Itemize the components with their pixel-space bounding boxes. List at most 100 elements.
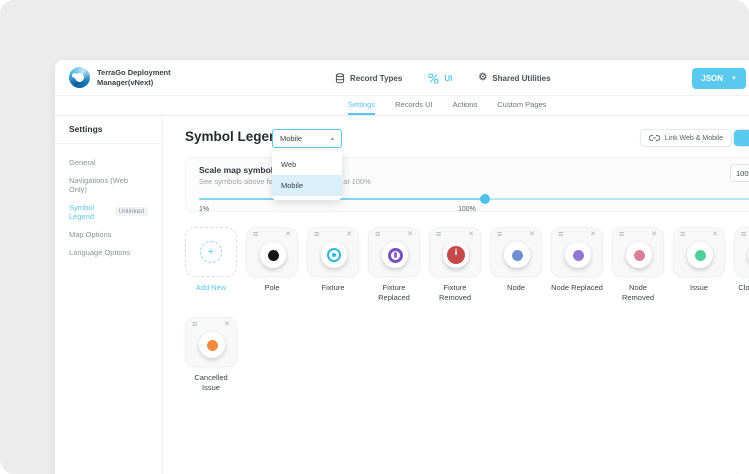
symbol-card[interactable]: ≡ ✕: [612, 227, 664, 277]
symbol-label: Closed Issue: [738, 283, 749, 292]
chevron-up-icon: ▴: [330, 136, 334, 142]
symbol-label: Node: [507, 283, 525, 292]
close-icon[interactable]: ✕: [224, 321, 230, 328]
menu-option-web[interactable]: Web: [281, 160, 297, 169]
unlinked-badge: Unlinked: [114, 207, 148, 216]
symbol-card[interactable]: ≡ ✕: [185, 317, 237, 367]
scale-title: Scale map symbol size: [199, 165, 292, 175]
symbol-card-closed-issue: ≡ ✕ Closed Issue: [734, 227, 749, 303]
fixture-symbol: [321, 242, 347, 268]
symbol-card-node: ≡ ✕ Node: [490, 227, 542, 303]
symbol-card-pole: ≡ ✕ Pole: [246, 227, 298, 303]
tab-actions[interactable]: Actions: [452, 100, 478, 109]
partial-edge-button[interactable]: [733, 129, 749, 147]
symbol-card-node-removed: ≡ ✕ Node Removed: [612, 227, 664, 303]
issue-symbol: [687, 242, 713, 268]
close-icon[interactable]: ✕: [468, 231, 474, 238]
node-removed-symbol: [626, 242, 652, 268]
drag-handle-icon[interactable]: ≡: [558, 229, 564, 239]
sidebar-item-map-options[interactable]: Map Options: [55, 225, 162, 243]
close-icon[interactable]: ✕: [590, 231, 596, 238]
scale-slider[interactable]: [199, 194, 749, 204]
chevron-down-icon: ▼: [731, 75, 737, 82]
drag-handle-icon[interactable]: ≡: [314, 229, 320, 239]
nav-record-types-label: Record Types: [350, 73, 403, 83]
platform-select[interactable]: Mobile ▴: [272, 129, 342, 148]
platform-select-value: Mobile: [280, 134, 303, 143]
tab-settings[interactable]: Settings: [348, 96, 376, 115]
symbol-label: Pole: [264, 283, 280, 292]
main-content: Symbol Legend Mobile ▴ Link Web & Mobile…: [164, 116, 749, 474]
nav-record-types[interactable]: Record Types: [335, 72, 403, 84]
close-icon[interactable]: ✕: [529, 231, 535, 238]
sidebar-header: Settings: [55, 116, 162, 144]
sidebar-item-label: General: [69, 157, 96, 167]
close-icon[interactable]: ✕: [651, 231, 657, 238]
logo: TerraGo Deployment Manager(vNext): [69, 67, 171, 88]
add-new-label: Add New: [195, 283, 227, 292]
slider-thumb-label: 100%: [458, 206, 476, 213]
scale-percent-input[interactable]: [730, 164, 749, 182]
drag-handle-icon[interactable]: ≡: [680, 229, 686, 239]
tab-custom-pages[interactable]: Custom Pages: [497, 100, 547, 109]
slider-thumb[interactable]: [480, 194, 490, 204]
symbol-card-node-replaced: ≡ ✕ Node Replaced: [551, 227, 603, 303]
gear-icon: ⚙: [478, 72, 488, 83]
node-replaced-symbol: [565, 242, 591, 268]
symbol-card-fixture-replaced: ≡ ✕ Fixture Replaced: [368, 227, 420, 303]
sidebar-item-label: Language Options: [69, 247, 131, 257]
page-title: Symbol Legend: [185, 129, 286, 144]
drag-handle-icon[interactable]: ≡: [253, 229, 259, 239]
sidebar-item-language-options[interactable]: Language Options: [55, 243, 162, 261]
symbol-cards-row-1: + Add New ≡ ✕ Pole ≡ ✕: [185, 227, 749, 303]
slider-min-label: 1%: [199, 206, 210, 213]
symbol-card[interactable]: ≡ ✕: [429, 227, 481, 277]
cancelled-issue-symbol: [199, 332, 225, 358]
plus-icon: +: [200, 241, 222, 263]
symbol-cards-row-2: ≡ ✕ Cancelled Issue: [185, 317, 237, 393]
symbol-card[interactable]: ≡ ✕: [246, 227, 298, 277]
drag-handle-icon[interactable]: ≡: [619, 229, 625, 239]
json-button[interactable]: JSON ▼: [692, 68, 746, 89]
symbol-label: Node Replaced: [551, 283, 603, 292]
symbol-card[interactable]: ≡ ✕: [490, 227, 542, 277]
tabs: Settings Records UI Actions Custom Pages: [348, 96, 546, 115]
sidebar-item-symbol-legend[interactable]: Symbol Legend Unlinked: [55, 198, 162, 225]
drag-handle-icon[interactable]: ≡: [497, 229, 503, 239]
symbol-card[interactable]: ≡ ✕: [368, 227, 420, 277]
nav-ui[interactable]: UI: [428, 72, 452, 84]
nav-shared-utilities[interactable]: ⚙ Shared Utilities: [478, 73, 550, 83]
app-window: TerraGo Deployment Manager(vNext) Record…: [55, 60, 749, 474]
symbol-card[interactable]: ≡ ✕: [307, 227, 359, 277]
close-icon[interactable]: ✕: [712, 231, 718, 238]
close-icon[interactable]: ✕: [407, 231, 413, 238]
tab-records-ui[interactable]: Records UI: [395, 100, 433, 109]
drag-handle-icon[interactable]: ≡: [192, 319, 198, 329]
close-icon[interactable]: ✕: [346, 231, 352, 238]
symbol-card[interactable]: ≡ ✕: [734, 227, 749, 277]
symbol-card[interactable]: ≡ ✕: [673, 227, 725, 277]
drag-handle-icon[interactable]: ≡: [741, 229, 747, 239]
symbol-label: Fixture Replaced: [378, 283, 410, 302]
fixture-removed-symbol: [443, 242, 469, 268]
add-new-button[interactable]: +: [185, 227, 237, 277]
symbol-card[interactable]: ≡ ✕: [551, 227, 603, 277]
symbol-card-fixture-removed: ≡ ✕ Fixture Removed: [429, 227, 481, 303]
sidebar-item-label: Navigations (Web Only): [69, 175, 129, 194]
drag-handle-icon[interactable]: ≡: [436, 229, 442, 239]
add-new-cell: + Add New: [185, 227, 237, 303]
drag-handle-icon[interactable]: ≡: [375, 229, 381, 239]
symbol-label: Fixture: [321, 283, 345, 292]
scale-panel: Scale map symbol size See symbols above …: [185, 157, 749, 213]
settings-sidebar: Settings General Navigations (Web Only) …: [55, 116, 163, 474]
fixture-replaced-symbol: [382, 242, 408, 268]
json-button-label: JSON: [701, 74, 724, 83]
close-icon[interactable]: ✕: [285, 231, 291, 238]
menu-option-mobile[interactable]: Mobile: [272, 175, 342, 196]
platform-select-menu: Web Mobile: [272, 150, 342, 200]
sidebar-item-navigations[interactable]: Navigations (Web Only): [55, 171, 162, 198]
link-web-mobile-button[interactable]: Link Web & Mobile: [639, 129, 732, 147]
sidebar-item-general[interactable]: General: [55, 153, 162, 171]
symbol-label: Fixture Removed: [438, 283, 472, 302]
